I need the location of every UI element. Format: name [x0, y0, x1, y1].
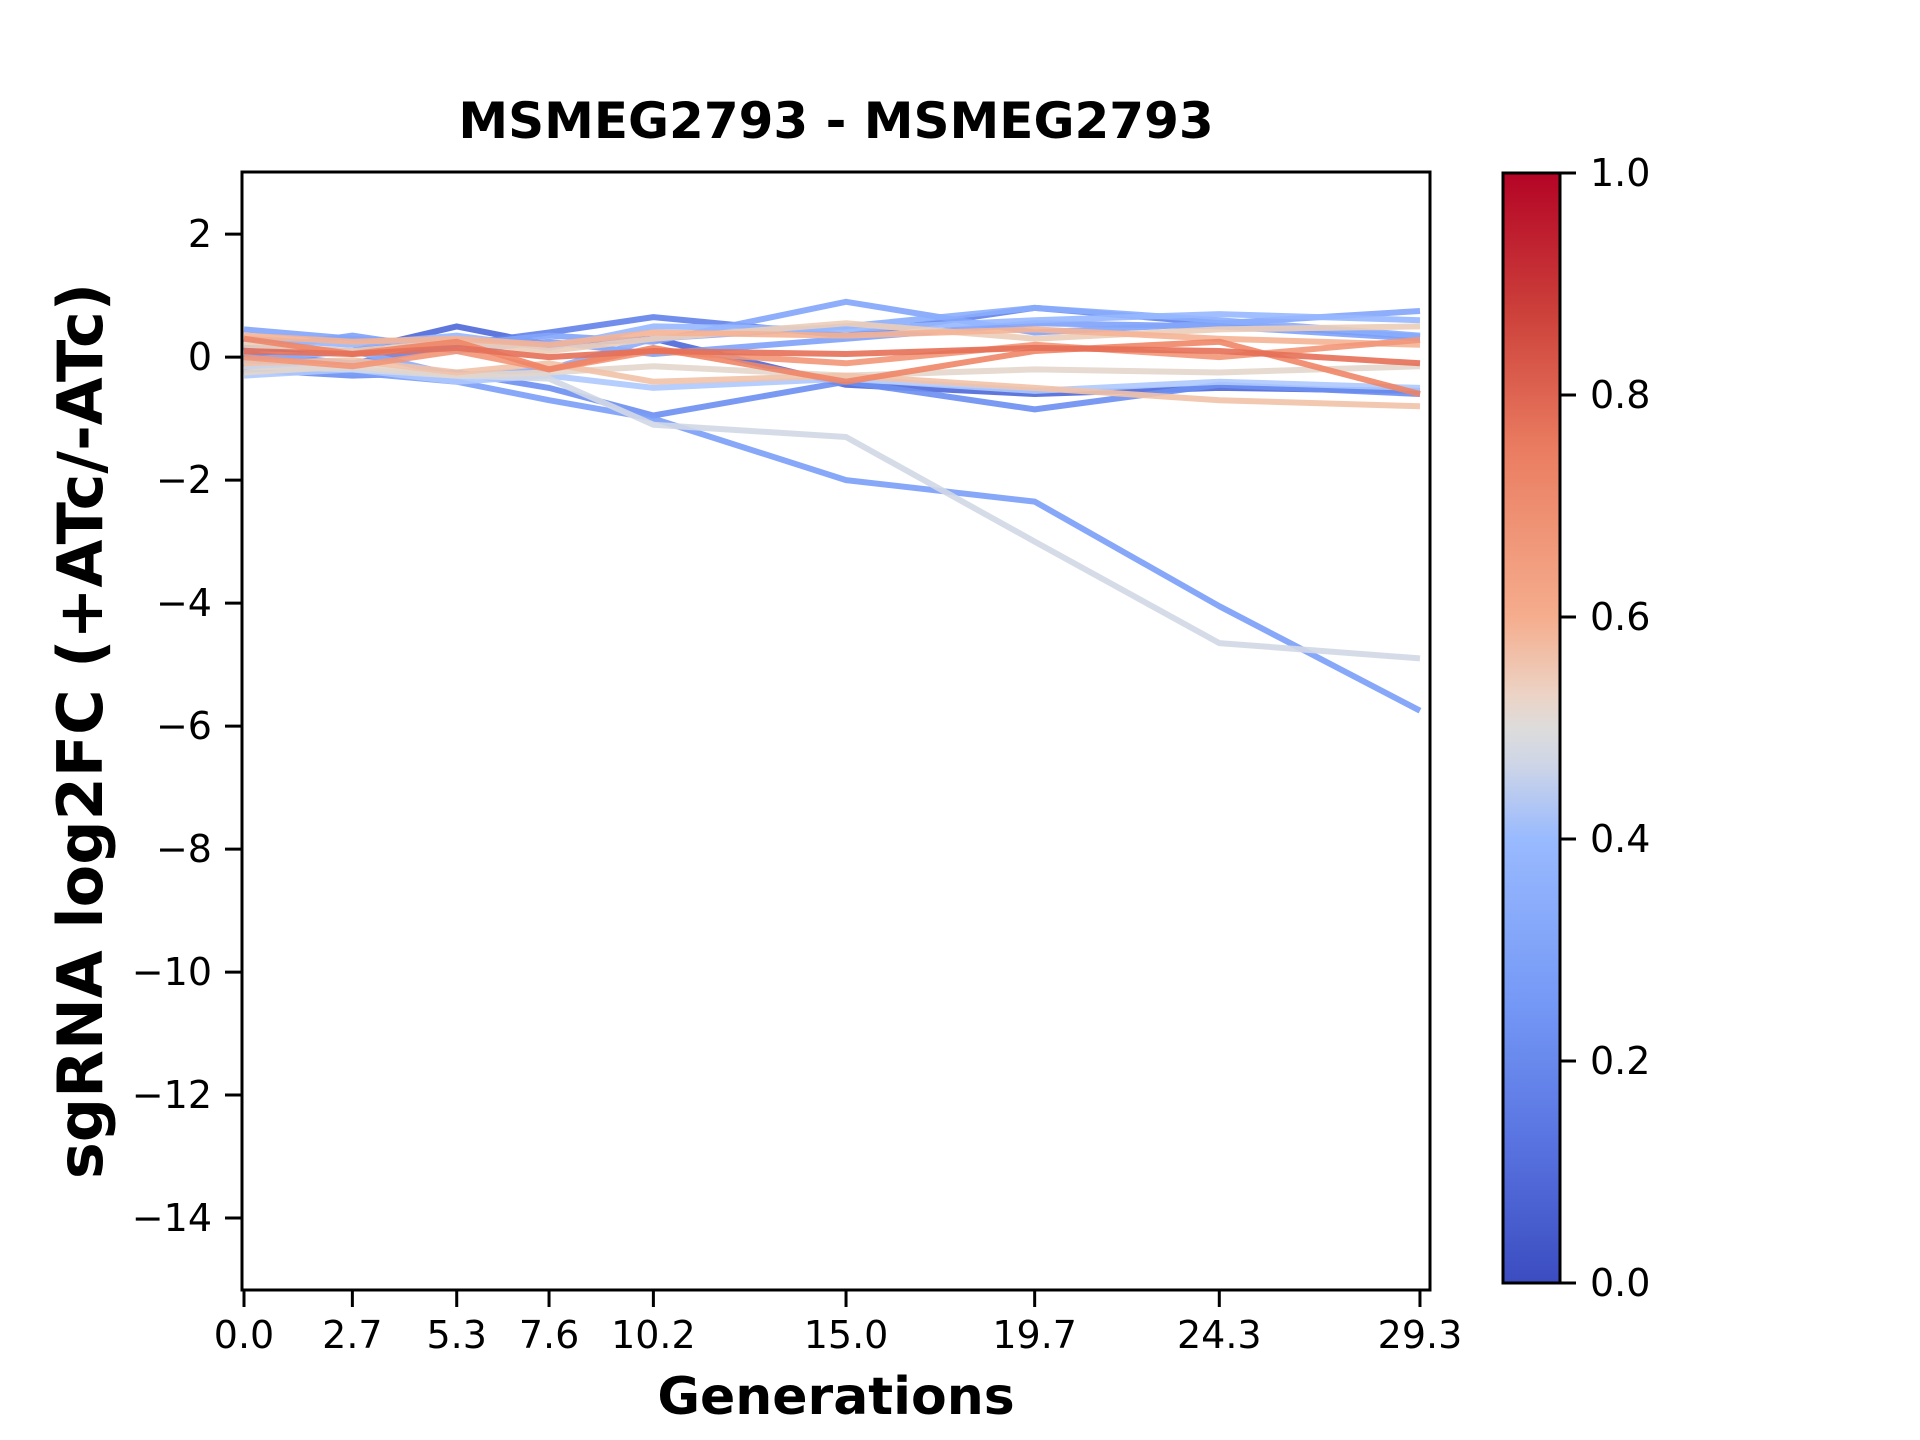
colorbar-tick-label: 1.0	[1590, 151, 1650, 195]
colorbar-ticks: 1.0 0.8 0.6 0.4 0.2 0.0	[1560, 151, 1650, 1305]
sgRNA-line	[243, 357, 1421, 410]
y-tick-label: −2	[156, 458, 212, 502]
colorbar-tick-label: 0.4	[1590, 817, 1650, 861]
x-tick-label: 15.0	[804, 1313, 889, 1357]
line-series-group	[243, 298, 1422, 714]
sgRNA-line	[243, 363, 1421, 662]
sgRNA-line	[243, 326, 1421, 348]
y-axis-label: sgRNA log2FC (+ATc/-ATc)	[44, 283, 117, 1179]
colorbar-tick-label: 0.2	[1590, 1039, 1650, 1083]
x-tick-label: 19.7	[992, 1313, 1077, 1357]
y-tick-label: 2	[188, 212, 212, 256]
x-tick-label: 0.0	[214, 1313, 274, 1357]
sgRNA-line	[243, 344, 1421, 367]
y-tick-label: −10	[132, 950, 212, 994]
x-tick-label: 10.2	[611, 1313, 696, 1357]
x-tick-label: 29.3	[1378, 1313, 1463, 1357]
y-tick-label: −4	[156, 581, 212, 625]
y-tick-label: −12	[132, 1073, 212, 1117]
sgRNA-line	[243, 363, 1421, 379]
x-axis-label: Generations	[657, 1367, 1014, 1427]
chart-title: MSMEG2793 - MSMEG2793	[458, 92, 1213, 150]
y-tick-label: −8	[156, 827, 212, 871]
x-axis-ticks: 0.0 2.7 5.3 7.6 10.2 15.0 19.7 24.3 29.3	[214, 1290, 1462, 1357]
x-tick-label: 24.3	[1177, 1313, 1262, 1357]
x-tick-label: 2.7	[322, 1313, 382, 1357]
colorbar-tick-label: 0.8	[1590, 373, 1650, 417]
sgRNA-line	[243, 360, 1422, 714]
x-tick-label: 5.3	[427, 1313, 487, 1357]
colorbar-tick-label: 0.6	[1590, 595, 1650, 639]
y-axis-ticks: 2 0 −2 −4 −6 −8 −10 −12 −14	[132, 212, 242, 1240]
colorbar	[1503, 173, 1560, 1283]
y-tick-label: −14	[132, 1196, 212, 1240]
colorbar-border	[1501, 171, 1562, 1285]
x-tick-label: 7.6	[519, 1313, 579, 1357]
plot-border	[240, 170, 1432, 1292]
colorbar-tick-label: 0.0	[1590, 1261, 1650, 1305]
y-tick-label: 0	[188, 335, 212, 379]
y-tick-label: −6	[156, 704, 212, 748]
